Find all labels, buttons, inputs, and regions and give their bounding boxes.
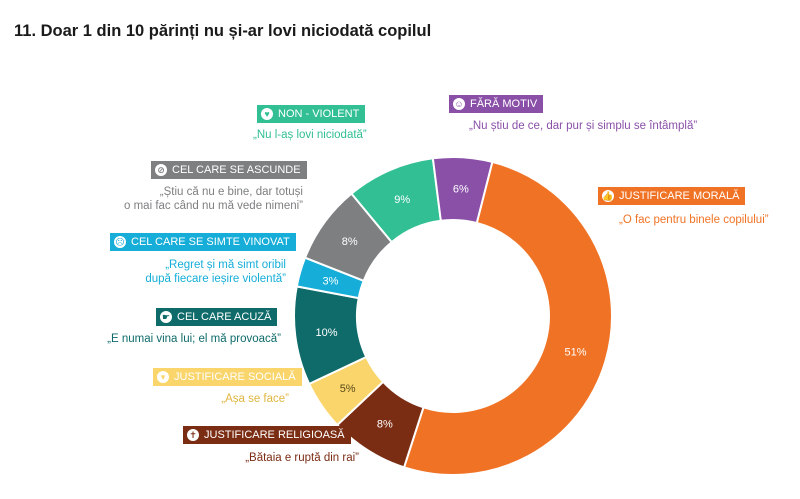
legend-quote-cel-care-acuza: „E numai vina lui; el mă provoacă” [107,333,281,345]
legend-quote-cel-care-se-ascunde: „Știu că nu e bine, dar totuși o mai fac… [124,185,303,213]
no-eye-icon: ⊘ [155,164,167,176]
thumbs-up-icon: 👍 [602,190,614,202]
legend-label-cel-care-acuza: CEL CARE ACUZĂ [177,311,272,323]
legend-tag-justificare-religioasa: ✝ JUSTIFICARE RELIGIOASĂ [183,426,351,444]
legend-quote-cel-care-se-simte-vinovat: „Regret și mă simt oribil după fiecare i… [145,258,286,286]
legend-label-justificare-morala: JUSTIFICARE MORALĂ [619,190,740,202]
pointing-hand-icon: ☛ [160,311,172,323]
legend-quote-justificare-morala: „O fac pentru binele copilului” [619,214,769,226]
chevron-down-icon: ▾ [157,371,169,383]
cross-icon: ✝ [187,429,199,441]
slice-value-label-social: 5% [340,383,356,395]
legend-quote-line: „Știu că nu e bine, dar totuși [159,186,303,198]
slice-value-label-faramotiv: 6% [453,184,469,196]
legend-quote-line: după fiecare ieșire violentă” [145,273,286,285]
legend-quote-justificare-sociala: „Așa se face” [221,393,289,405]
legend-label-justificare-religioasa: JUSTIFICARE RELIGIOASĂ [204,429,345,441]
legend-tag-cel-care-se-simte-vinovat: ☹ CEL CARE SE SIMTE VINOVAT [110,233,296,251]
slice-value-label-religios: 8% [377,419,393,431]
heart-icon: ♥ [261,108,273,120]
legend-label-fara-motiv: FĂRĂ MOTIV [470,98,538,110]
legend-tag-non-violent: ♥ NON - VIOLENT [257,105,366,123]
legend-tag-justificare-sociala: ▾ JUSTIFICARE SOCIALĂ [153,368,302,386]
legend-quote-justificare-religioasa: „Bătaia e ruptă din rai” [245,452,359,464]
legend-quote-fara-motiv: „Nu știu de ce, dar pur și simplu se înt… [469,120,698,132]
slice-value-label-moral: 51% [564,346,586,358]
legend-quote-non-violent: „Nu l-aș lovi niciodată” [253,129,367,141]
slice-value-label-nonviolent: 9% [394,194,410,206]
donut-slice-faramotiv [431,156,494,225]
legend-label-cel-care-se-ascunde: CEL CARE SE ASCUNDE [172,164,301,176]
slice-value-label-acuza: 10% [316,327,338,339]
page-title: 11. Doar 1 din 10 părinți nu și-ar lovi … [14,22,432,40]
donut-slice-labels: 51% 8% 5% 10% 3% 8% 9% 6% [316,184,587,431]
legend-label-justificare-sociala: JUSTIFICARE SOCIALĂ [174,371,296,383]
legend-quote-line: o mai fac când nu mă vede nimeni” [124,200,303,212]
slice-value-label-vinovat: 3% [323,276,339,288]
legend-tag-fara-motiv: ☺ FĂRĂ MOTIV [449,95,544,113]
legend-tag-cel-care-se-ascunde: ⊘ CEL CARE SE ASCUNDE [151,161,307,179]
legend-label-cel-care-se-simte-vinovat: CEL CARE SE SIMTE VINOVAT [131,236,290,248]
smiley-icon: ☺ [453,98,465,110]
donut-slices [293,156,613,476]
sad-face-icon: ☹ [114,236,126,248]
legend-quote-line: „Regret și mă simt oribil [165,259,286,271]
slice-value-label-ascunde: 8% [342,236,358,248]
legend-tag-cel-care-acuza: ☛ CEL CARE ACUZĂ [156,308,278,326]
legend-tag-justificare-morala: 👍 JUSTIFICARE MORALĂ [598,187,746,205]
donut-slice-moral [402,160,613,476]
legend-label-non-violent: NON - VIOLENT [278,108,360,120]
